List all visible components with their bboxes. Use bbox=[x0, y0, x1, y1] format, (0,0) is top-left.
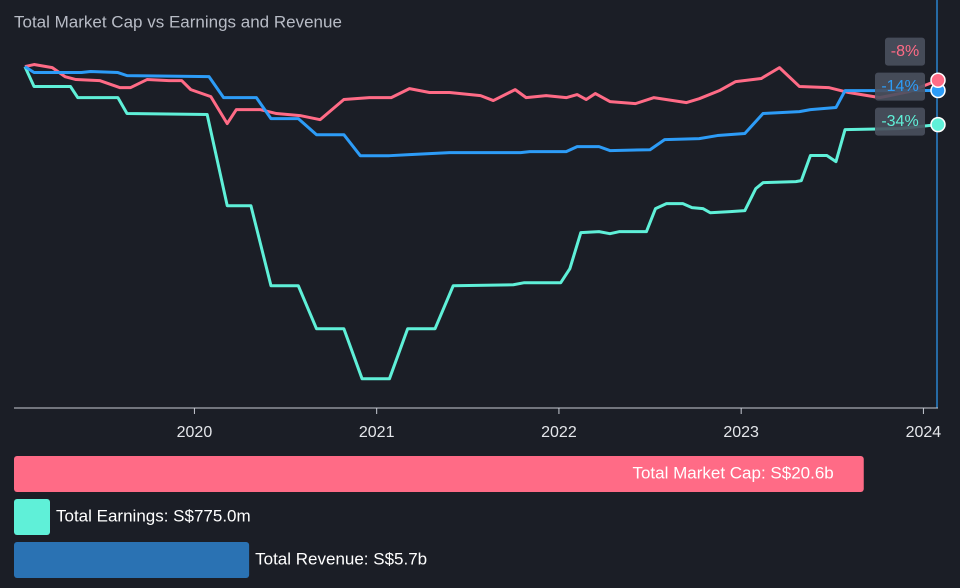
end-label-box bbox=[885, 37, 925, 66]
end-dot bbox=[930, 116, 946, 133]
series-line bbox=[24, 63, 939, 126]
chart-title: Total Market Cap vs Earnings and Revenue bbox=[14, 12, 342, 31]
x-tick-label: 2021 bbox=[359, 424, 395, 441]
end-label-box bbox=[875, 107, 925, 136]
end-label: -8% bbox=[891, 43, 919, 60]
end-label-box bbox=[875, 72, 925, 101]
end-label: -14% bbox=[881, 78, 918, 95]
x-tick-label: 2024 bbox=[906, 424, 942, 441]
x-tick-label: 2022 bbox=[541, 424, 577, 441]
end-dot bbox=[930, 72, 946, 88]
x-tick-label: 2020 bbox=[177, 424, 213, 441]
end-label: -34% bbox=[881, 113, 918, 130]
summary-bar bbox=[14, 499, 50, 535]
series-line bbox=[24, 65, 939, 158]
series-line bbox=[23, 65, 939, 381]
summary-label: Total Market Cap: S$20.6b bbox=[632, 463, 833, 482]
summary-label: Total Revenue: S$5.7b bbox=[255, 549, 427, 568]
summary-bar bbox=[14, 542, 250, 578]
x-tick-label: 2023 bbox=[723, 424, 759, 441]
summary-bar bbox=[14, 456, 864, 492]
summary-label: Total Earnings: S$775.0m bbox=[56, 506, 251, 525]
